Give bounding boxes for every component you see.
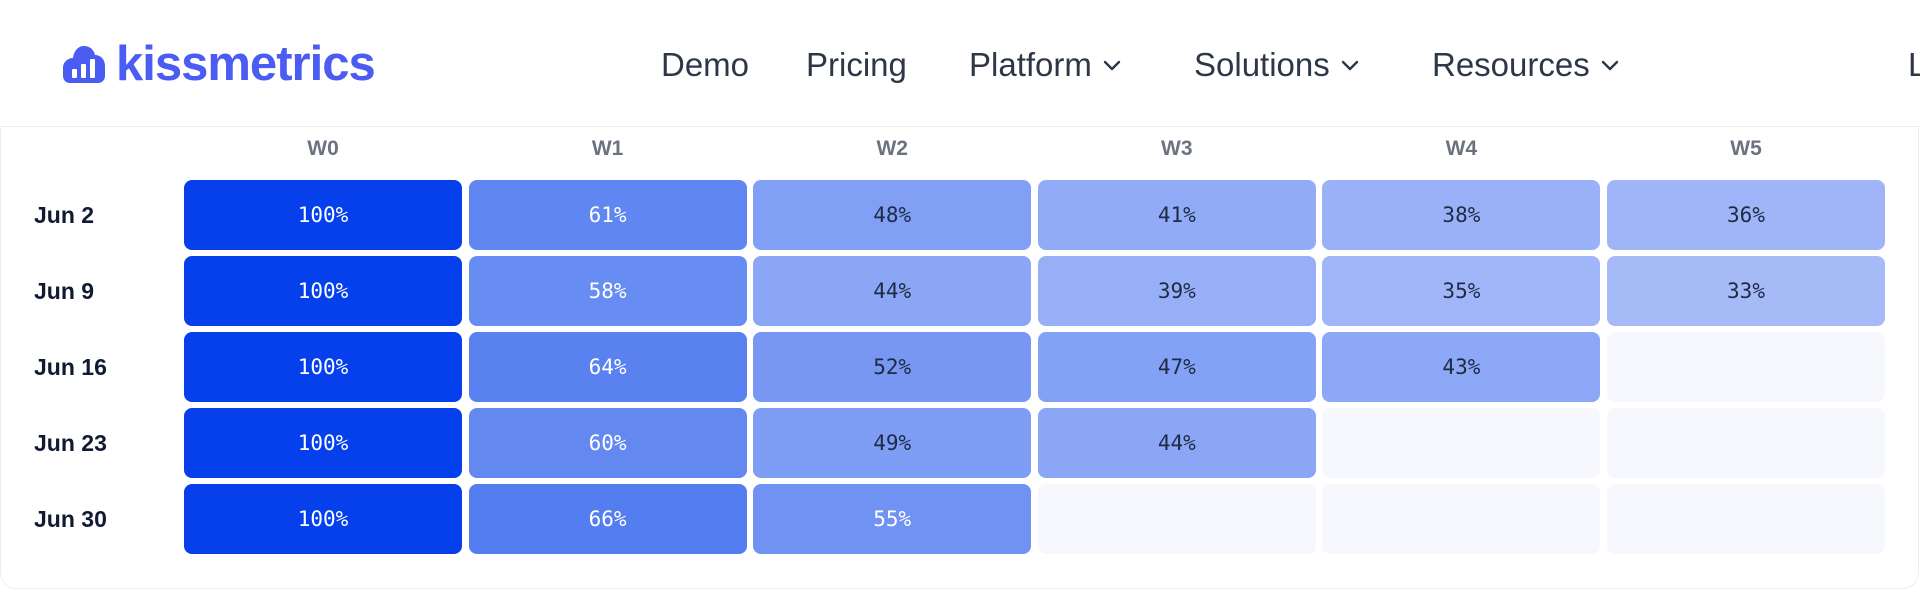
retention-cell: 100%: [184, 256, 462, 326]
row-label: Jun 30: [34, 506, 107, 532]
retention-cell: 58%: [468, 256, 747, 326]
nav-login-label: L: [1908, 46, 1920, 83]
nav-solutions-label: Solutions: [1194, 46, 1330, 83]
column-header-w4: W4: [1445, 137, 1478, 160]
row-label: Jun 9: [34, 278, 95, 304]
nav-pricing[interactable]: Pricing: [806, 40, 907, 90]
nav-resources-label: Resources: [1432, 46, 1590, 83]
empty-cell: [1607, 332, 1885, 402]
retention-cell: 100%: [184, 332, 462, 402]
retention-cell: 41%: [1037, 180, 1316, 250]
retention-cell: 60%: [468, 408, 747, 478]
chevron-down-icon: [1103, 60, 1121, 71]
retention-cell: 49%: [753, 408, 1032, 478]
retention-cell: 33%: [1607, 256, 1885, 326]
empty-cell: [1322, 484, 1601, 554]
retention-cell: 61%: [468, 180, 747, 250]
column-header-w3: W3: [1161, 137, 1193, 160]
retention-cell: 43%: [1322, 332, 1601, 402]
empty-cell: [1322, 408, 1601, 478]
nav-resources[interactable]: Resources: [1432, 40, 1620, 90]
column-header-w2: W2: [876, 137, 908, 160]
empty-cell: [1607, 408, 1885, 478]
empty-cell: [1037, 484, 1316, 554]
retention-cell: 36%: [1607, 180, 1885, 250]
row-label: Jun 16: [34, 354, 107, 380]
retention-cell: 38%: [1322, 180, 1601, 250]
retention-cell: 52%: [753, 332, 1032, 402]
row-label: Jun 23: [34, 430, 107, 456]
retention-cell: 64%: [468, 332, 747, 402]
retention-cell: 100%: [184, 180, 462, 250]
nav-login[interactable]: L: [1908, 40, 1920, 90]
nav-platform-label: Platform: [969, 46, 1092, 83]
retention-cell: 39%: [1037, 256, 1316, 326]
empty-cell: [1607, 484, 1885, 554]
retention-cell: 44%: [1037, 408, 1316, 478]
site-header: kissmetrics Demo Pricing Platform Soluti…: [0, 0, 1920, 127]
bar-chart-cloud-icon: [63, 46, 105, 83]
kissmetrics-logo[interactable]: kissmetrics: [62, 36, 376, 92]
chevron-down-icon: [1601, 60, 1618, 71]
nav-solutions[interactable]: Solutions: [1194, 40, 1360, 90]
column-header-w0: W0: [307, 137, 339, 160]
retention-cell: 35%: [1322, 256, 1601, 326]
column-header-w5: W5: [1730, 137, 1762, 160]
nav-demo-label: Demo: [661, 46, 750, 83]
retention-cell: 48%: [753, 180, 1032, 250]
main-nav: Demo Pricing Platform Solutions Resource…: [0, 40, 1920, 90]
nav-platform[interactable]: Platform: [969, 40, 1122, 90]
retention-cell: 47%: [1037, 332, 1316, 402]
retention-cell: 100%: [184, 408, 462, 478]
retention-cell: 55%: [753, 484, 1032, 554]
nav-pricing-label: Pricing: [806, 46, 907, 83]
retention-cell: 66%: [468, 484, 747, 554]
retention-cell: 44%: [753, 256, 1032, 326]
column-header-w1: W1: [591, 137, 624, 160]
logo-wordmark: kissmetrics: [116, 36, 376, 91]
retention-cell: 100%: [184, 484, 462, 554]
chevron-down-icon: [1341, 60, 1358, 71]
nav-demo[interactable]: Demo: [661, 40, 749, 90]
row-label: Jun 2: [34, 202, 95, 228]
